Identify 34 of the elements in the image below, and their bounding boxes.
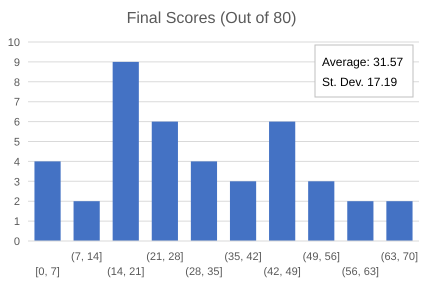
bar xyxy=(269,122,296,241)
y-tick-label: 0 xyxy=(14,236,20,248)
x-tick-label: (42, 49] xyxy=(263,266,301,278)
y-tick-label: 8 xyxy=(14,76,20,89)
annotation: St. Dev. 17.19 xyxy=(322,75,398,89)
x-tick-label: (7, 14] xyxy=(71,251,102,263)
x-tick-label: (63, 70] xyxy=(380,251,418,263)
x-tick-label: (14, 21] xyxy=(107,266,144,278)
x-tick-label: [0, 7] xyxy=(35,266,60,278)
y-tick-label: 3 xyxy=(14,176,20,188)
x-tick-label: (56, 63] xyxy=(342,266,380,278)
bar xyxy=(74,201,100,241)
bar xyxy=(308,181,334,241)
bar xyxy=(152,122,178,241)
y-tick-label: 4 xyxy=(14,156,20,168)
bar xyxy=(230,181,256,241)
y-tick-label: 5 xyxy=(14,136,20,148)
x-tick-label: (35, 42] xyxy=(224,251,262,263)
y-tick-label: 10 xyxy=(8,37,20,49)
y-tick-label: 7 xyxy=(14,96,20,109)
bar xyxy=(112,62,139,241)
y-tick-label: 9 xyxy=(14,56,20,69)
bar xyxy=(190,161,218,241)
x-tick-label: (21, 28] xyxy=(146,251,184,263)
bar xyxy=(34,161,61,241)
x-tick-label: (28, 35] xyxy=(185,266,223,278)
y-tick-label: 6 xyxy=(14,116,20,129)
y-tick-label: 1 xyxy=(14,216,20,228)
x-tick-label: (49, 56] xyxy=(302,251,340,263)
annotation: Average: 31.57 xyxy=(322,55,404,69)
chart-title: Final Scores (Out of 80) xyxy=(126,10,296,27)
y-tick-label: 2 xyxy=(14,196,20,208)
bar xyxy=(347,201,374,241)
bar xyxy=(386,201,413,241)
